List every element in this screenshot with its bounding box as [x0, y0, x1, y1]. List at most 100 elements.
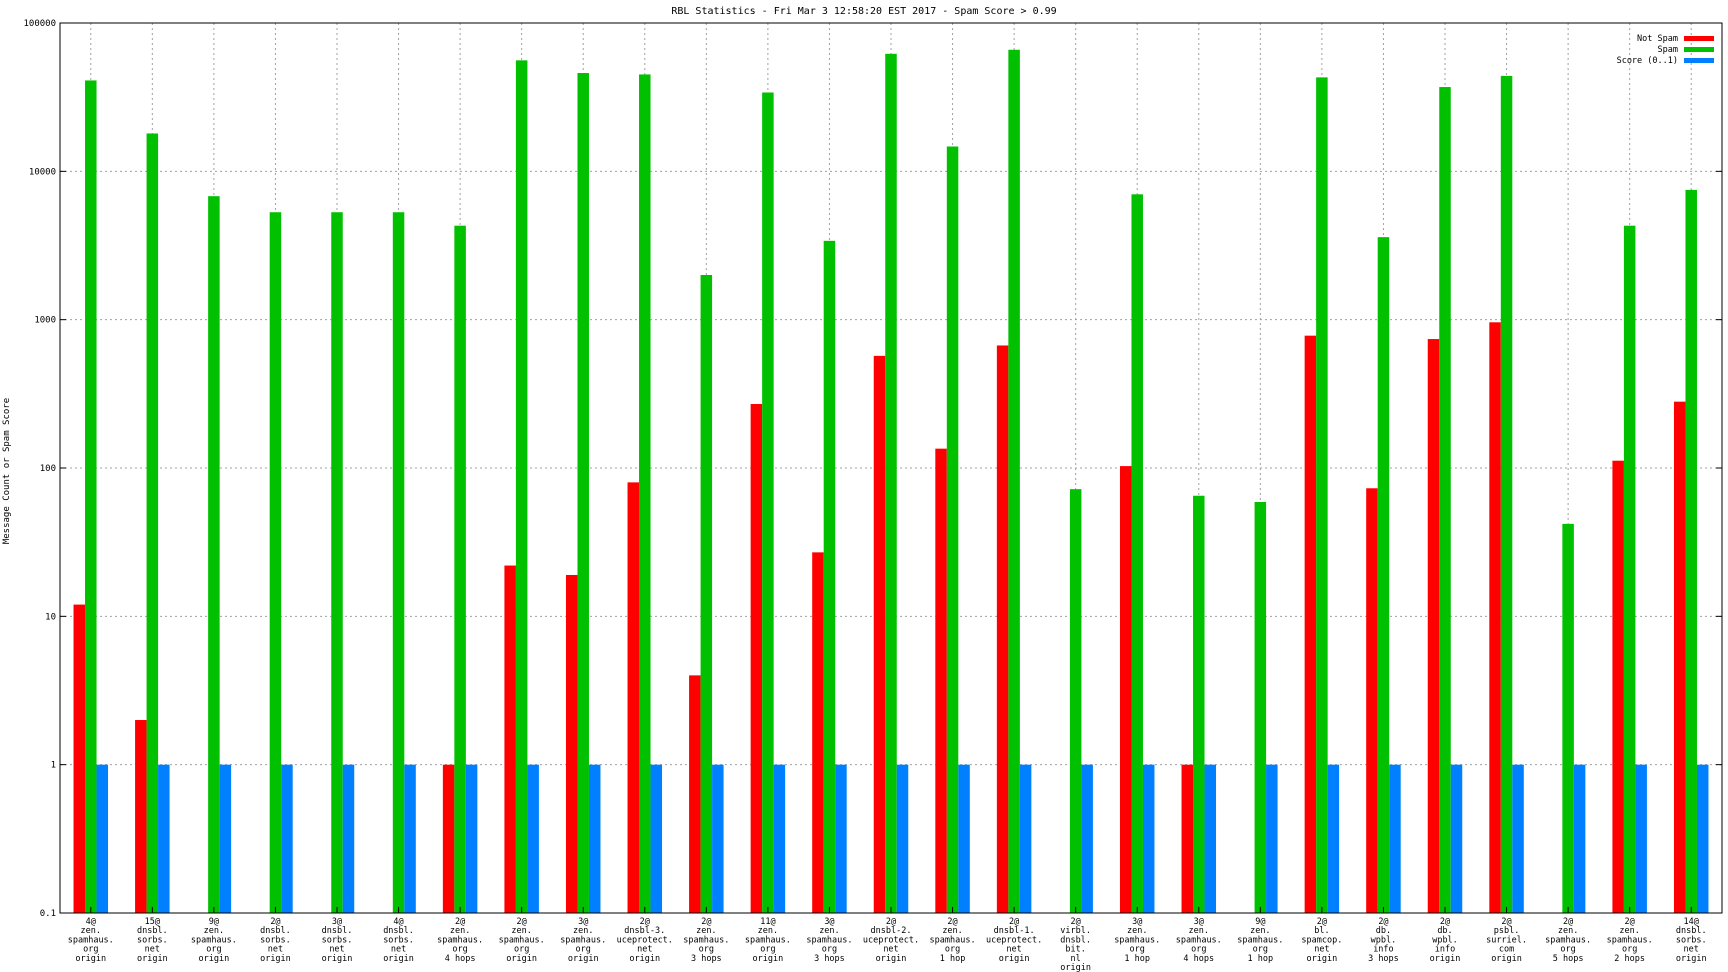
x-category-label: uceprotect. [863, 935, 919, 945]
bar-score-0-1 [1573, 764, 1586, 913]
x-category-label: 2@ [1317, 917, 1327, 927]
x-category-label: origin [1676, 954, 1707, 964]
x-category-label: origin [1491, 954, 1522, 964]
x-category-label: org [1191, 945, 1206, 955]
x-category-label: org [1130, 945, 1145, 955]
legend-label: Score (0..1) [1617, 56, 1678, 66]
bar-not-spam [504, 565, 516, 913]
y-axis-label: Message Count or Spam Score [2, 398, 12, 544]
bar-spam [269, 212, 282, 914]
bar-spam [1131, 194, 1143, 913]
bar-not-spam [135, 720, 147, 913]
bar-not-spam [689, 675, 701, 913]
x-category-label: zen. [1127, 926, 1147, 936]
x-category-label: 3 hops [814, 954, 845, 964]
x-category-label: 2 hops [1614, 954, 1645, 964]
bar-spam [762, 92, 774, 913]
bar-score-0-1 [1327, 764, 1340, 913]
x-category-label: org [452, 945, 467, 955]
x-category-label: bl. [1314, 926, 1329, 936]
x-category-label: 3@ [1132, 917, 1142, 927]
bar-not-spam [1181, 764, 1194, 913]
x-category-label: net [883, 945, 898, 955]
bar-not-spam [1304, 335, 1317, 913]
bar-not-spam [1489, 322, 1501, 913]
bar-spam [392, 212, 405, 914]
bar-not-spam [750, 404, 763, 913]
x-category-label: 3@ [332, 917, 342, 927]
x-category-label: 1 hop [940, 954, 966, 964]
bar-spam [454, 225, 466, 913]
x-category-label: 2@ [640, 917, 650, 927]
x-category-label: spamhaus. [930, 935, 976, 945]
x-category-label: origin [322, 954, 353, 964]
x-category-label: org [1560, 945, 1575, 955]
x-category-label: 1 hop [1248, 954, 1274, 964]
bar-score-0-1 [404, 764, 416, 913]
x-category-label: org [1622, 945, 1637, 955]
x-category-label: spamhaus. [560, 935, 606, 945]
y-tick-label: 100000 [23, 19, 56, 29]
x-category-label: virbl. [1060, 926, 1091, 936]
x-category-label: bit. [1065, 945, 1085, 955]
x-category-label: dnsbl. [1060, 935, 1091, 945]
legend-label: Not Spam [1637, 34, 1678, 44]
bar-not-spam [1119, 466, 1132, 913]
x-category-label: 2@ [1009, 917, 1019, 927]
x-category-label: origin [506, 954, 537, 964]
bar-not-spam [1427, 339, 1440, 913]
x-category-label: 9@ [209, 917, 219, 927]
bar-not-spam [565, 574, 578, 913]
bar-marks [73, 49, 1709, 914]
bar-not-spam [996, 345, 1009, 914]
y-tick-label: 100 [40, 464, 56, 474]
x-category-label: org [945, 945, 960, 955]
x-category-label: org [822, 945, 837, 955]
bar-spam [946, 146, 959, 913]
bar-score-0-1 [958, 764, 970, 913]
x-category-label: zen. [1619, 926, 1639, 936]
x-category-label: spamhaus. [499, 935, 545, 945]
legend-swatch [1684, 47, 1714, 52]
plot-border [59, 22, 1723, 914]
x-category-label: 2@ [1563, 917, 1573, 927]
x-category-label: sorbs. [1676, 935, 1707, 945]
x-category-label: net [268, 945, 283, 955]
axes [59, 22, 1723, 914]
bar-score-0-1 [588, 764, 601, 913]
x-category-label: spamhaus. [1545, 935, 1591, 945]
x-category-label: 2@ [701, 917, 711, 927]
x-category-label: 3@ [1194, 917, 1204, 927]
bar-spam [1316, 77, 1328, 914]
legend-swatch [1684, 58, 1714, 63]
x-category-label: org [1253, 945, 1268, 955]
x-category-label: db. [1437, 926, 1452, 936]
bar-score-0-1 [896, 764, 909, 913]
chart-title: RBL Statistics - Fri Mar 3 12:58:20 EST … [671, 6, 1056, 17]
x-category-label: uceprotect. [986, 935, 1042, 945]
x-category-label: 2@ [1501, 917, 1511, 927]
x-category-label: dnsbl-3. [624, 926, 665, 936]
x-category-label: zen. [696, 926, 716, 936]
x-category-label: org [576, 945, 591, 955]
bar-spam [1069, 489, 1082, 913]
bar-score-0-1 [1389, 764, 1401, 913]
x-category-labels: 4@zen.spamhaus.orgorigin15@dnsbl.sorbs.n… [68, 917, 1707, 972]
x-category-label: 11@ [760, 917, 775, 927]
bar-spam [700, 275, 713, 913]
x-category-label: net [329, 945, 344, 955]
legend-swatch [1684, 36, 1714, 41]
bar-spam [208, 196, 220, 913]
x-category-label: spamhaus. [806, 935, 852, 945]
bar-not-spam [812, 552, 824, 913]
bar-score-0-1 [835, 764, 847, 913]
bar-spam [1562, 523, 1574, 913]
bar-spam [1377, 237, 1390, 913]
bar-score-0-1 [96, 764, 109, 913]
x-category-label: 2@ [886, 917, 896, 927]
x-category-label: 2@ [517, 917, 527, 927]
x-category-label: com [1499, 945, 1514, 955]
x-category-label: origin [199, 954, 230, 964]
bar-score-0-1 [219, 764, 232, 913]
bar-not-spam [73, 604, 86, 913]
